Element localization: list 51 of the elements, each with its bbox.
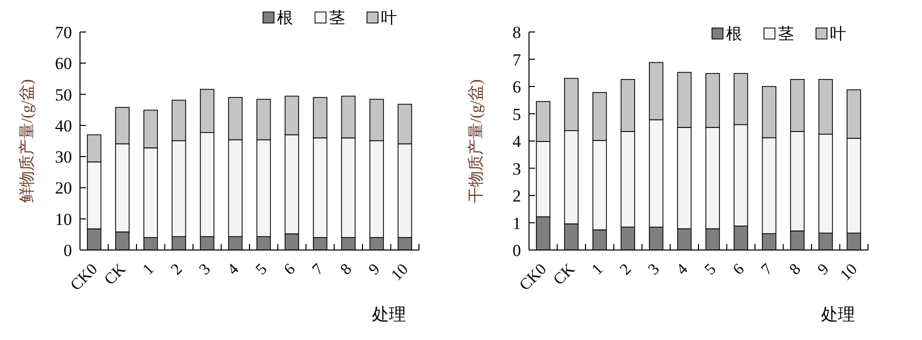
y-axis-title: 鲜物质产量/(g/盆) — [18, 79, 36, 203]
y-tick-label: 60 — [55, 54, 72, 74]
x-tick-label: CK0 — [68, 260, 101, 294]
y-tick-label: 4 — [512, 132, 522, 151]
x-tick-label: 9 — [366, 260, 384, 278]
x-tick-label: 5 — [702, 260, 720, 278]
x-tick-label: 3 — [196, 260, 214, 278]
legend-label: 根 — [277, 9, 293, 27]
x-tick-label: 6 — [281, 260, 299, 278]
legend-label: 叶 — [381, 9, 397, 27]
y-tick-label: 5 — [512, 104, 521, 124]
y-tick-label: 0 — [64, 241, 72, 260]
x-tick-label: 1 — [588, 260, 606, 278]
y-tick-label: 30 — [55, 148, 72, 167]
x-tick-label: CK — [101, 260, 130, 289]
y-tick-label: 70 — [55, 23, 72, 42]
x-tick-label: 7 — [309, 260, 327, 278]
legend-label: 茎 — [778, 25, 794, 43]
y-tick-label: 8 — [512, 23, 521, 42]
y-tick-label: 3 — [512, 159, 521, 178]
x-tick-label: 7 — [758, 260, 776, 278]
y-tick-label: 50 — [55, 85, 72, 104]
x-tick-label: 8 — [338, 260, 356, 278]
x-tick-label: CK0 — [516, 260, 550, 294]
x-tick-label: CK — [550, 260, 579, 289]
x-axis-title: 处理 — [372, 305, 406, 324]
x-tick-label: 10 — [837, 260, 861, 284]
y-tick-label: 20 — [55, 178, 72, 198]
x-tick-label: 3 — [645, 260, 663, 278]
x-tick-label: 8 — [786, 260, 804, 278]
x-tick-label: 2 — [617, 260, 635, 278]
x-tick-label: 6 — [730, 260, 748, 278]
legend-label: 根 — [726, 25, 742, 43]
x-tick-label: 5 — [252, 260, 270, 278]
y-tick-label: 1 — [512, 214, 521, 233]
y-tick-label: 2 — [512, 186, 521, 206]
x-tick-label: 2 — [168, 260, 186, 278]
legend-label: 叶 — [830, 25, 846, 43]
legend-label: 茎 — [329, 9, 345, 27]
x-tick-label: 4 — [674, 260, 692, 278]
y-tick-label: 0 — [512, 241, 521, 260]
y-tick-label: 6 — [512, 78, 521, 96]
y-tick-label: 7 — [512, 50, 522, 70]
y-tick-label: 40 — [55, 116, 72, 136]
x-tick-label: 4 — [224, 260, 242, 278]
x-tick-label: 10 — [388, 260, 412, 284]
x-tick-label: 1 — [140, 260, 158, 278]
y-tick-label: 10 — [55, 210, 72, 229]
x-axis-title: 处理 — [821, 305, 855, 324]
x-tick-label: 9 — [814, 260, 832, 278]
y-axis-title: 干物质产量/(g/盆) — [467, 79, 485, 203]
